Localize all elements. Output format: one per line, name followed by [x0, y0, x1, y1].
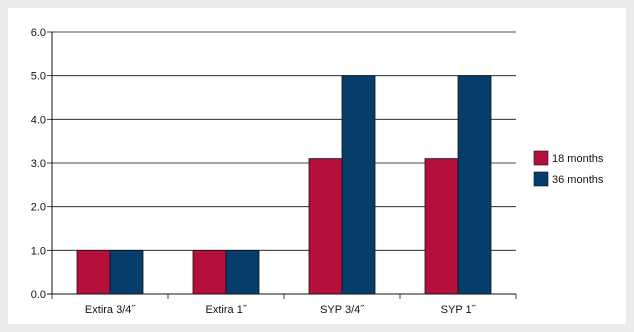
- x-category-label: Extira 3/4˝: [85, 304, 136, 316]
- y-tick-label: 6.0: [31, 27, 46, 39]
- y-tick-label: 0.0: [31, 289, 46, 301]
- chart-panel: 0.0 1.0 2.0 3.0 4.0 5.0 6.0 Extira 3/4˝ Extira …: [8, 8, 626, 324]
- legend-swatch: [533, 150, 549, 166]
- y-tick-label: 3.0: [31, 158, 46, 170]
- bar-chart: 0.01.02.03.04.05.06.0 Extira 3/4˝ Extira …: [31, 27, 604, 316]
- x-category-label: Extira 1˝: [206, 304, 248, 316]
- y-tick-label: 4.0: [31, 114, 46, 126]
- bar-series1: [424, 158, 459, 295]
- bar-series2: [225, 249, 260, 295]
- bar-series2: [109, 249, 144, 295]
- bar-series1: [192, 249, 227, 295]
- legend: 18 months 36 months: [533, 150, 604, 187]
- bar-series2: [457, 75, 492, 295]
- y-axis-ticks: 0.0 1.0 2.0 3.0 4.0 5.0 6.0: [31, 27, 52, 301]
- y-tick-label: 1.0: [31, 245, 46, 257]
- y-tick-label: 5.0: [31, 71, 46, 83]
- bar-series2: [341, 75, 376, 295]
- legend-label: 18 months: [552, 153, 604, 165]
- x-axis-categories: Extira 3/4˝ Extira 1˝ SYP 3/4˝ SYP 1˝: [85, 304, 477, 316]
- x-category-label: SYP 3/4˝: [320, 304, 365, 316]
- x-category-label: SYP 1˝: [441, 304, 477, 316]
- y-tick-label: 2.0: [31, 202, 46, 214]
- legend-swatch: [533, 171, 549, 187]
- axes: [47, 32, 517, 299]
- bar-series1: [76, 249, 111, 295]
- legend-label: 36 months: [552, 174, 604, 186]
- bars: [76, 75, 492, 295]
- bar-series1: [308, 158, 343, 295]
